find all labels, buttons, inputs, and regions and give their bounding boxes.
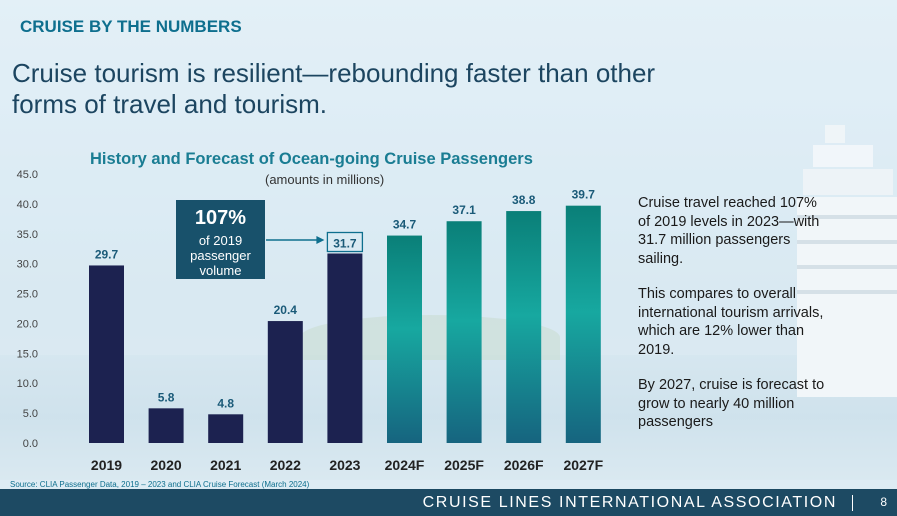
x-tick-label: 2025F	[444, 457, 484, 473]
x-tick-label: 2027F	[563, 457, 603, 473]
y-tick-label: 0.0	[23, 438, 38, 450]
data-label: 38.8	[512, 193, 536, 207]
page-number: 8	[880, 495, 887, 509]
cruise-ship-image	[797, 125, 897, 397]
bar	[148, 408, 184, 443]
chart-subtitle: (amounts in millions)	[265, 172, 385, 187]
y-tick-label: 20.0	[17, 318, 38, 330]
y-tick-label: 30.0	[17, 259, 38, 271]
x-tick-label: 2019	[91, 457, 122, 473]
callout-arrow	[266, 236, 325, 244]
y-tick-label: 35.0	[17, 229, 38, 241]
chart-title: History and Forecast of Ocean-going Crui…	[90, 150, 533, 168]
y-tick-label: 25.0	[17, 289, 38, 301]
bar	[208, 414, 244, 443]
bar	[506, 211, 542, 443]
data-label: 34.7	[393, 218, 417, 232]
x-tick-label: 2026F	[504, 457, 544, 473]
footer-bar: CRUISE LINES INTERNATIONAL ASSOCIATION 8	[0, 489, 897, 516]
bar	[267, 321, 303, 443]
y-tick-label: 15.0	[17, 348, 38, 360]
x-tick-label: 2023	[329, 457, 360, 473]
highlight-box	[326, 231, 364, 253]
section-kicker: CRUISE BY THE NUMBERS	[20, 17, 242, 36]
data-label: 5.8	[158, 390, 175, 404]
y-tick-label: 5.0	[23, 408, 38, 420]
callout-text: of 2019 passenger volume	[190, 233, 251, 278]
footer-organization: CRUISE LINES INTERNATIONAL ASSOCIATION	[422, 494, 837, 511]
callout-percentage: 107%	[194, 207, 247, 229]
bar	[565, 205, 601, 443]
data-label: 29.7	[95, 247, 119, 261]
data-label: 31.7	[333, 237, 357, 251]
bar	[327, 253, 363, 443]
data-label: 20.4	[274, 303, 298, 317]
bar-chart: 0.0 5.0 10.0 15.0 20.0 25.0 30.0 35.0 40.0 45.0 2…	[17, 169, 604, 473]
side-paragraph-2: This compares to overall international t…	[638, 286, 824, 358]
data-label: 4.8	[217, 396, 234, 410]
bars: 29.7 5.8 4.8 20.4 31.7 34.7 37.1 38.8 39.7	[89, 188, 601, 443]
x-tick-label: 2020	[151, 457, 182, 473]
y-tick-label: 10.0	[17, 378, 38, 390]
side-paragraph-1: Cruise travel reached 107% of 2019 level…	[638, 195, 820, 267]
bar	[387, 235, 422, 443]
bar	[446, 221, 482, 443]
y-axis: 0.0 5.0 10.0 15.0 20.0 25.0 30.0 35.0 40.0 45.0	[17, 169, 38, 450]
y-tick-label: 40.0	[17, 199, 38, 211]
footer-separator	[852, 495, 853, 511]
x-axis: 2019 2020 2021 2022 2023 2024F 2025F 2026F 2027F	[91, 457, 604, 473]
side-paragraph-3: By 2027, cruise is forecast to grow to n…	[638, 377, 825, 430]
arrow-head	[316, 236, 325, 244]
data-label: 37.1	[452, 203, 476, 217]
y-tick-label: 45.0	[17, 169, 38, 181]
callout-box: 107% of 2019 passenger volume	[176, 200, 265, 279]
x-tick-label: 2021	[210, 457, 241, 473]
bar	[89, 265, 124, 443]
x-tick-label: 2022	[270, 457, 301, 473]
x-tick-label: 2024F	[385, 457, 425, 473]
data-label: 39.7	[572, 188, 596, 202]
page-headline: Cruise tourism is resilient—rebounding f…	[12, 58, 656, 119]
source-note: Source: CLIA Passenger Data, 2019 – 2023…	[10, 480, 310, 489]
